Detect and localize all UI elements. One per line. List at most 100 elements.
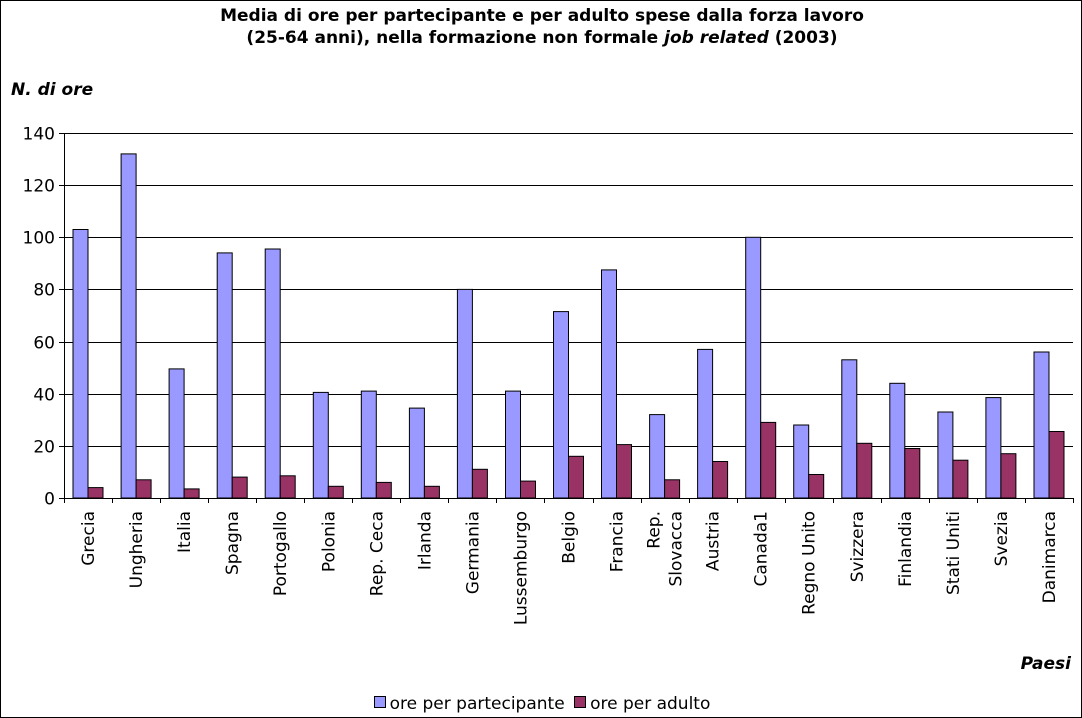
legend-swatch-participant [373, 696, 386, 708]
bar-adult-16 [808, 474, 825, 499]
legend-item-adult: ore per adulto [574, 693, 710, 715]
bar-participant-8 [408, 407, 425, 499]
x-tick-label-line: Slovacca [667, 511, 687, 587]
x-tick-label-17: Svizzera [848, 511, 868, 582]
x-tick-label-line: Italia [175, 511, 195, 553]
bar-adult-10 [520, 480, 536, 499]
bar-adult-18 [904, 448, 921, 499]
x-tick-label-1: Grecia [79, 511, 99, 566]
bar-adult-11 [568, 455, 584, 499]
x-tick-label-line: Regno Unito [800, 511, 820, 615]
x-tick-label-line: Stati Uniti [944, 511, 964, 595]
bar-adult-21 [1048, 431, 1065, 499]
x-tick-label-14: Austria [704, 511, 724, 571]
bar-adult-1 [87, 487, 104, 499]
x-tick-label-15: Canada1 [752, 511, 772, 587]
y-tick-label: 120 [23, 177, 55, 197]
y-tick-label: 0 [44, 490, 55, 510]
x-tick-label-line: Finlandia [896, 511, 916, 587]
bar-adult-17 [856, 442, 873, 499]
x-tick-label-6: Polonia [319, 511, 339, 572]
bar-participant-1 [72, 229, 89, 499]
x-tick-label-18: Finlandia [896, 511, 916, 587]
x-tick-label-11: Belgio [560, 511, 580, 564]
x-tick-label-line: Svezia [992, 511, 1012, 566]
x-tick-label-16: Regno Unito [800, 511, 820, 615]
legend-item-participant: ore per partecipante [373, 693, 565, 715]
x-axis-label: Paesi [1020, 654, 1071, 674]
chart-title-line-2-prefix: (25-64 anni), nella formazione non forma… [246, 28, 665, 48]
x-tick-label-line: Danimarca [1040, 511, 1060, 603]
x-tick-label-4: Spagna [223, 511, 243, 575]
chart-title-line-2-suffix: (2003) [768, 28, 838, 48]
x-tick-label-line: Grecia [79, 511, 99, 566]
legend: ore per partecipante ore per adulto [1, 693, 1081, 715]
bar-adult-6 [327, 485, 344, 499]
x-tick-label-line: Polonia [319, 511, 339, 572]
y-tick-label: 140 [23, 125, 55, 145]
y-tick-label: 40 [33, 386, 55, 406]
bar-adult-20 [1000, 453, 1017, 499]
bar-participant-4 [216, 252, 233, 499]
chart-title-line-1: Media di ore per partecipante e per adul… [220, 6, 864, 26]
x-tick-label-line: Germania [463, 511, 483, 594]
bar-participant-7 [360, 390, 377, 499]
bar-participant-14 [697, 348, 714, 499]
x-tick-label-line: Austria [704, 511, 724, 571]
chart-title-line-2: (25-64 anni), nella formazione non forma… [1, 27, 1081, 49]
legend-label-participant: ore per partecipante [389, 694, 565, 714]
x-tick-label-20: Svezia [992, 511, 1012, 566]
y-tick-label: 100 [23, 229, 55, 249]
bar-participant-13 [649, 414, 666, 499]
x-tick-label-10: Lussemburgo [512, 511, 532, 625]
x-tick-label-line: Ungheria [127, 511, 147, 588]
bar-adult-2 [135, 479, 152, 499]
bar-adult-8 [423, 485, 440, 499]
legend-swatch-adult [574, 696, 587, 708]
bar-participant-6 [312, 391, 329, 499]
chart-title-line-2-italic: job related [664, 28, 769, 48]
bar-adult-13 [664, 479, 681, 499]
bar-adult-7 [375, 481, 392, 499]
bar-participant-18 [889, 382, 906, 499]
x-tick-label-5: Portogallo [271, 511, 291, 596]
bar-adult-14 [712, 461, 729, 499]
bar-participant-5 [264, 248, 281, 499]
x-tick-label-21: Danimarca [1040, 511, 1060, 603]
x-tick-label-line: Rep. [645, 511, 665, 549]
bar-participant-16 [793, 424, 810, 499]
chart-title: Media di ore per partecipante e per adul… [1, 5, 1081, 49]
x-tick-label-line: Portogallo [271, 511, 291, 596]
y-tick-label: 60 [33, 334, 55, 354]
x-tick-label-13: Rep. Slovacca [645, 511, 687, 587]
bar-participant-15 [745, 236, 762, 499]
x-tick-label-12: Francia [608, 511, 628, 572]
bar-adult-19 [952, 459, 969, 499]
bar-adult-15 [760, 421, 777, 499]
legend-label-adult: ore per adulto [590, 694, 711, 714]
x-tick-label-line: Spagna [223, 511, 243, 575]
bar-participant-9 [456, 288, 473, 499]
x-tick-label-line: Canada1 [752, 511, 772, 587]
x-tick-label-line: Rep. Ceca [367, 511, 387, 596]
x-tick-label-line: Svizzera [848, 511, 868, 582]
x-tick-label-line: Francia [608, 511, 628, 572]
bar-adult-4 [231, 476, 248, 499]
x-tick-label-3: Italia [175, 511, 195, 553]
x-tick-label-line: Irlanda [415, 511, 435, 570]
y-axis-label: N. di ore [11, 80, 94, 100]
bar-participant-10 [505, 390, 521, 499]
bar-adult-3 [183, 488, 200, 499]
bar-participant-12 [601, 269, 617, 499]
bar-participant-20 [985, 397, 1002, 499]
x-tick-label-line: Lussemburgo [512, 511, 532, 625]
bar-participant-21 [1033, 351, 1050, 499]
bar-participant-19 [937, 411, 954, 499]
x-tick-label-2: Ungheria [127, 511, 147, 588]
bar-participant-11 [553, 311, 569, 499]
bar-adult-12 [616, 444, 632, 499]
x-tick-label-line: Belgio [560, 511, 580, 564]
x-tick-label-9: Germania [463, 511, 483, 594]
